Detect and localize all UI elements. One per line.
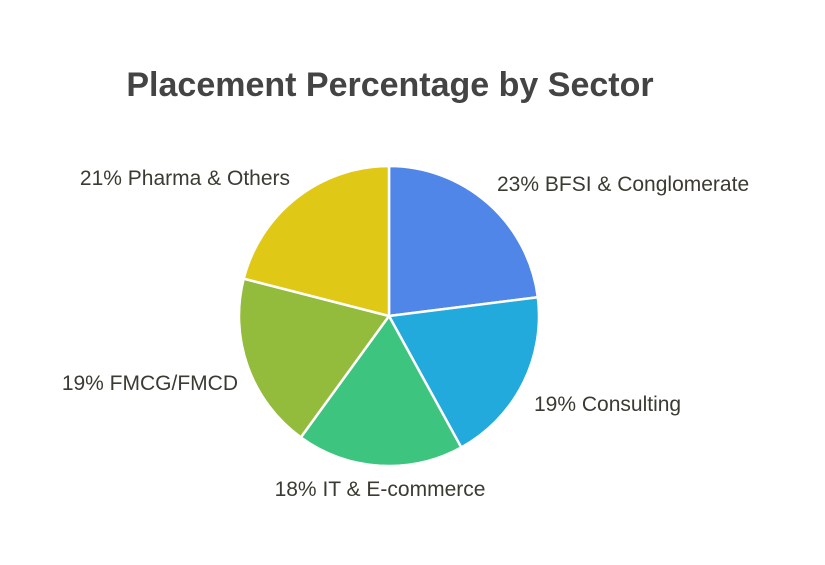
pie-slice-it-e-commerce	[299, 314, 463, 468]
slice-label: 18% IT & E-commerce	[275, 478, 486, 501]
pie-slice-bfsi-conglomerate	[387, 164, 540, 318]
pie-slice-fmcg-fmcd	[237, 277, 391, 439]
pie-slice-consulting	[387, 295, 541, 449]
slice-label: 19% Consulting	[534, 393, 681, 416]
slice-label: 19% FMCG/FMCD	[62, 372, 238, 395]
chart-title: Placement Percentage by Sector	[126, 66, 653, 104]
slice-label: 21% Pharma & Others	[80, 167, 290, 190]
pie-slice-pharma-others	[242, 164, 391, 318]
slice-label: 23% BFSI & Conglomerate	[497, 173, 749, 196]
